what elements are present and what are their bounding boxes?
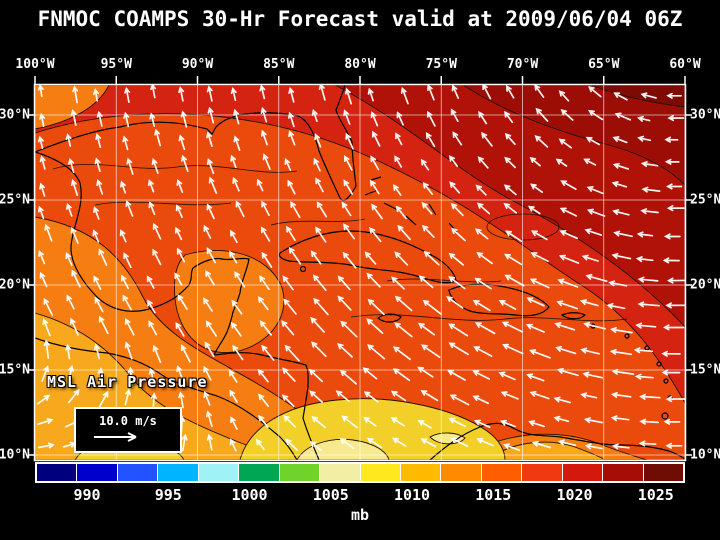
colorbar-segment xyxy=(360,464,401,481)
colorbar-tick-label: 1025 xyxy=(637,486,674,504)
colorbar-segment xyxy=(643,464,683,481)
lat-tick-label: 10°N xyxy=(0,447,30,463)
colorbar-segment xyxy=(117,464,159,481)
colorbar-tick-label: 1015 xyxy=(475,486,512,504)
colorbar-tick-label: 1010 xyxy=(393,486,431,504)
colorbar-tick-label: 1000 xyxy=(231,486,268,504)
lat-tick-label: 20°N xyxy=(690,277,720,293)
wind-scale-legend: 10.0 m/s xyxy=(74,407,182,453)
lat-tick-label: 30°N xyxy=(0,107,30,123)
latitude-axis-right: 30°N 25°N 20°N 15°N 10°N xyxy=(688,85,720,463)
colorbar-segment xyxy=(562,464,604,481)
colorbar-tick-labels: 990 995 1000 1005 1010 1015 1020 1025 xyxy=(35,486,685,504)
field-label: MSL Air Pressure xyxy=(47,373,208,391)
longitude-axis-top: 100°W 95°W 90°W 85°W 80°W 75°W 70°W 65°W 60°W xyxy=(15,57,700,75)
lat-tick-label: 20°N xyxy=(0,277,30,293)
colorbar-tick-label: 990 xyxy=(73,486,101,504)
lat-tick-label: 30°N xyxy=(690,107,720,123)
wind-scale-value: 10.0 m/s xyxy=(99,414,157,428)
colorbar-tick-label: 1020 xyxy=(556,486,593,504)
colorbar-segment xyxy=(198,464,240,481)
wind-scale-arrow-icon xyxy=(94,432,137,442)
colorbar-segment xyxy=(239,464,280,481)
lon-tick-label: 70°W xyxy=(506,57,539,72)
pressure-map xyxy=(35,85,685,460)
colorbar-segment xyxy=(320,464,361,481)
latitude-axis-left: 30°N 25°N 20°N 15°N 10°N xyxy=(0,85,32,463)
colorbar-segment xyxy=(279,464,321,481)
colorbar-tick-label: 995 xyxy=(154,486,182,504)
chart-title: FNMOC COAMPS 30-Hr Forecast valid at 200… xyxy=(37,7,683,31)
colorbar-segment xyxy=(481,464,523,481)
colorbar-segment xyxy=(603,464,644,481)
lat-tick-label: 15°N xyxy=(0,362,30,378)
colorbar xyxy=(35,462,685,483)
colorbar-segment xyxy=(400,464,442,481)
colorbar-segment xyxy=(37,464,78,481)
colorbar-segment xyxy=(77,464,118,481)
lon-tick-label: 95°W xyxy=(100,57,132,72)
lat-tick-label: 10°N xyxy=(690,447,720,463)
colorbar-segment xyxy=(441,464,482,481)
colorbar-tick-label: 1005 xyxy=(312,486,349,504)
lon-tick-label: 85°W xyxy=(263,57,295,72)
lon-tick-label: 100°W xyxy=(15,57,55,72)
lat-tick-label: 25°N xyxy=(0,192,30,208)
lon-tick-label: 80°W xyxy=(344,57,376,72)
colorbar-segment xyxy=(522,464,563,481)
lon-tick-label: 60°W xyxy=(669,57,701,72)
lat-tick-label: 25°N xyxy=(690,192,720,208)
colorbar-segment xyxy=(158,464,199,481)
lat-tick-label: 15°N xyxy=(690,362,720,378)
colorbar-unit: mb xyxy=(350,506,370,524)
lon-tick-label: 75°W xyxy=(425,57,457,72)
lon-tick-label: 65°W xyxy=(588,57,620,72)
lon-tick-label: 90°W xyxy=(181,57,214,72)
